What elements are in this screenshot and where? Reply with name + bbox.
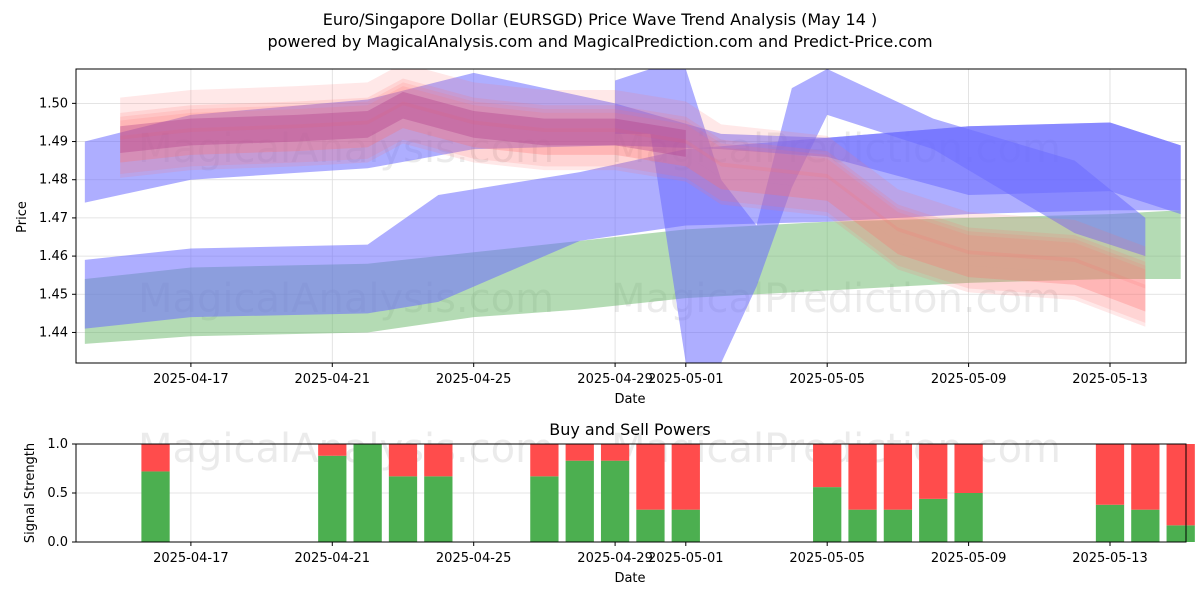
chart-subtitle: powered by MagicalAnalysis.com and Magic… [267, 32, 932, 51]
buy-bar [1166, 525, 1195, 542]
sell-bar [565, 444, 594, 461]
signal-x-axis-label: Date [614, 571, 645, 586]
price-y-tick-label: 1.49 [39, 135, 68, 150]
blue-upper-band [84, 72, 1181, 215]
buy-bar [1131, 509, 1160, 542]
sell-bar [600, 444, 630, 461]
sell-bar [388, 444, 418, 477]
price-y-tick-label: 1.47 [39, 211, 68, 226]
price-y-tick-label: 1.45 [39, 287, 68, 302]
signal-x-tick-label: 2025-04-17 [153, 551, 229, 566]
price-plot-frame [75, 68, 1187, 364]
blue-wave-band [615, 69, 1146, 363]
buy-bar [141, 471, 170, 542]
buy-bar [388, 476, 418, 542]
sell-bar [1166, 444, 1195, 526]
sell-bar [954, 444, 983, 493]
magenta-core-band [120, 91, 686, 157]
signal-x-tick-label: 2025-05-05 [789, 551, 865, 566]
buy-bar [565, 460, 594, 542]
buy-bar [424, 476, 453, 542]
sell-bar [636, 444, 665, 510]
price-x-tick-label: 2025-05-13 [1072, 372, 1148, 387]
price-x-tick-label: 2025-05-09 [931, 372, 1007, 387]
sell-bar [424, 444, 453, 477]
signal-x-tick-label: 2025-04-21 [295, 551, 371, 566]
price-x-tick-label: 2025-04-17 [153, 372, 229, 387]
sell-bar [318, 444, 347, 456]
price-x-tick-label: 2025-05-05 [789, 372, 865, 387]
sell-bar [671, 444, 700, 510]
price-x-tick-label: 2025-04-21 [295, 372, 371, 387]
sell-bar [813, 444, 842, 488]
buy-bar [848, 509, 877, 542]
signal-x-tick-label: 2025-05-01 [648, 551, 724, 566]
red-wave-band-4 [120, 105, 1146, 323]
signal-x-tick-label: 2025-05-13 [1072, 551, 1148, 566]
buy-bar [919, 498, 948, 542]
sell-bar [1131, 444, 1160, 510]
buy-bar [530, 476, 559, 542]
signal-x-tick-label: 2025-04-29 [577, 551, 653, 566]
signal-y-tick-label: 0.0 [47, 535, 68, 550]
signal-x-tick-label: 2025-05-09 [931, 551, 1007, 566]
price-plot: MagicalAnalysis.comMagicalPrediction.com… [39, 68, 1187, 387]
price-y-tick-label: 1.46 [39, 249, 68, 264]
price-y-tick-label: 1.44 [39, 325, 68, 340]
buy-bar [671, 509, 700, 542]
buy-bar [600, 460, 630, 542]
sell-bar [883, 444, 913, 510]
buy-bar [353, 444, 382, 542]
red-wave-band-2 [120, 86, 1146, 312]
signal-chart-title: Buy and Sell Powers [549, 420, 711, 439]
red-wave-band-1 [120, 82, 1146, 300]
red-wave-band-3 [120, 101, 1146, 312]
price-y-tick-label: 1.50 [39, 96, 68, 111]
signal-plot: MagicalAnalysis.comMagicalPrediction.com… [47, 426, 1195, 566]
price-y-axis-label: Price [15, 201, 30, 233]
buy-bar [954, 493, 983, 542]
signal-y-tick-label: 0.5 [47, 486, 68, 501]
sell-bar [919, 444, 948, 499]
buy-bar [883, 509, 913, 542]
buy-bar [1095, 504, 1125, 542]
price-x-tick-label: 2025-04-29 [577, 372, 653, 387]
buy-bar [813, 487, 842, 542]
buy-bar [636, 509, 665, 542]
sell-bar [141, 444, 170, 472]
price-x-axis-label: Date [614, 392, 645, 407]
red-wave-band-5 [120, 69, 1146, 289]
price-x-tick-label: 2025-05-01 [648, 372, 724, 387]
sell-bar [848, 444, 877, 510]
chart-title: Euro/Singapore Dollar (EURSGD) Price Wav… [323, 10, 877, 29]
sell-bar [530, 444, 559, 477]
price-x-tick-label: 2025-04-25 [436, 372, 512, 387]
red-wave-band-0 [120, 78, 1146, 289]
red-wave-band-6 [120, 116, 1146, 327]
price-y-tick-label: 1.48 [39, 173, 68, 188]
price-bands [84, 69, 1181, 363]
sell-bar [1095, 444, 1125, 505]
signal-x-tick-label: 2025-04-25 [436, 551, 512, 566]
signal-y-tick-label: 1.0 [47, 437, 68, 452]
signal-y-axis-label: Signal Strength [23, 443, 38, 543]
buy-bar [318, 455, 347, 542]
